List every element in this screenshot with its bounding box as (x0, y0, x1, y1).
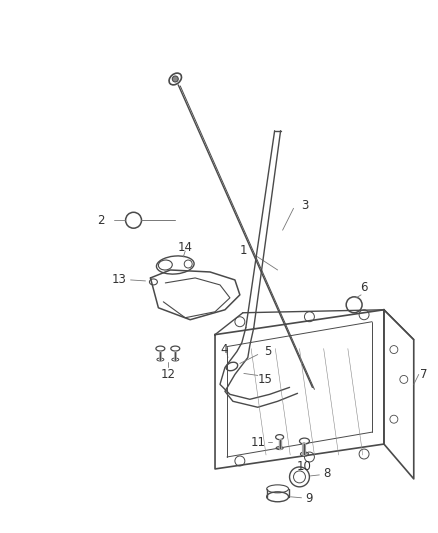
Text: 15: 15 (257, 373, 272, 386)
Text: 5: 5 (264, 345, 272, 358)
Text: 7: 7 (420, 368, 427, 381)
Circle shape (172, 76, 178, 82)
Text: 14: 14 (178, 240, 193, 254)
Text: 2: 2 (97, 214, 105, 227)
Text: 3: 3 (301, 199, 308, 212)
Text: 11: 11 (250, 435, 265, 449)
Text: 9: 9 (306, 492, 313, 505)
Text: 1: 1 (240, 244, 247, 256)
Text: 10: 10 (297, 461, 312, 473)
Text: 13: 13 (111, 273, 126, 286)
Text: 12: 12 (161, 368, 176, 381)
Text: 4: 4 (220, 343, 228, 356)
Text: 8: 8 (324, 467, 331, 480)
Text: 6: 6 (360, 281, 368, 294)
